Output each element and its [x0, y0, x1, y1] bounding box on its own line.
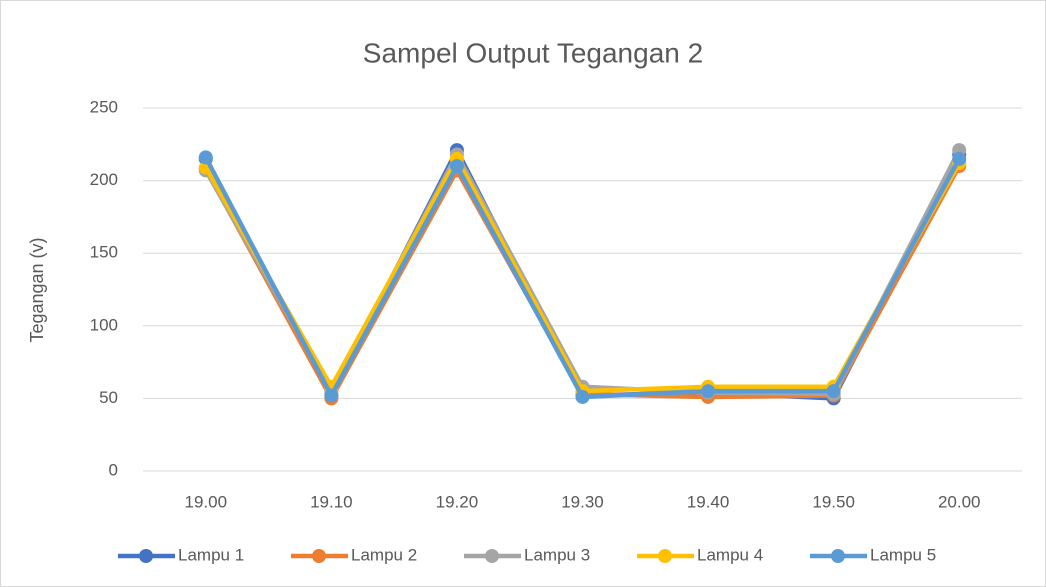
y-tick-label: 150	[90, 243, 118, 262]
x-tick-label: 19.20	[436, 492, 479, 511]
data-point	[701, 384, 716, 399]
x-tick-label: 19.40	[687, 492, 730, 511]
legend-label: Lampu 5	[870, 545, 936, 564]
y-tick-label: 100	[90, 315, 118, 334]
legend-label: Lampu 2	[351, 545, 417, 564]
legend-marker	[139, 549, 153, 563]
x-tick-label: 19.50	[812, 492, 855, 511]
x-tick-label: 19.30	[561, 492, 604, 511]
x-tick-label: 19.00	[185, 492, 228, 511]
legend-marker	[312, 549, 326, 563]
legend-marker	[485, 549, 499, 563]
data-point	[575, 389, 590, 404]
legend-marker	[658, 549, 672, 563]
data-point	[952, 151, 967, 166]
x-tick-label: 19.10	[310, 492, 353, 511]
y-tick-label: 200	[90, 170, 118, 189]
legend-label: Lampu 3	[524, 545, 590, 564]
legend-label: Lampu 4	[697, 545, 763, 564]
chart-title: Sampel Output Tegangan 2	[363, 37, 703, 68]
x-tick-label: 20.00	[938, 492, 981, 511]
legend-marker	[831, 549, 845, 563]
y-tick-label: 0	[109, 460, 118, 479]
y-axis-label: Tegangan (v)	[27, 237, 47, 342]
y-tick-label: 250	[90, 97, 118, 116]
y-tick-label: 50	[99, 388, 118, 407]
legend-label: Lampu 1	[178, 545, 244, 564]
data-point	[826, 384, 841, 399]
data-point	[449, 159, 464, 174]
data-point	[324, 388, 339, 403]
data-point	[198, 150, 213, 165]
